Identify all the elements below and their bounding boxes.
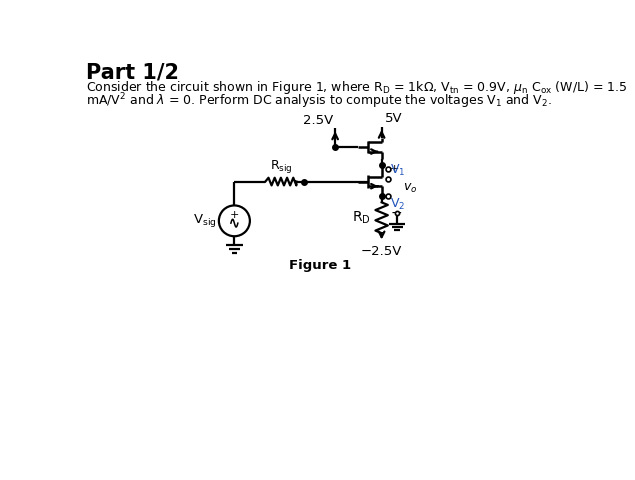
Text: +: +: [230, 210, 239, 220]
Text: V$_{\rm sig}$: V$_{\rm sig}$: [193, 212, 217, 229]
Text: +: +: [390, 164, 399, 174]
Text: $v_o$: $v_o$: [403, 181, 418, 195]
Text: −2.5V: −2.5V: [361, 245, 403, 258]
Text: 2.5V: 2.5V: [304, 114, 333, 127]
Text: 5V: 5V: [385, 112, 403, 125]
Text: Consider the circuit shown in Figure 1, where R$_{\rm D}$ = 1k$\Omega$, V$_{\rm : Consider the circuit shown in Figure 1, …: [86, 79, 627, 96]
Text: R$_{\rm sig}$: R$_{\rm sig}$: [270, 158, 292, 175]
Text: V$_1$: V$_1$: [390, 163, 406, 179]
Text: Part 1/2: Part 1/2: [86, 62, 178, 82]
Text: mA/V$^2$ and $\lambda$ = 0. Perform DC analysis to compute the voltages V$_1$ an: mA/V$^2$ and $\lambda$ = 0. Perform DC a…: [86, 92, 551, 111]
Text: Figure 1: Figure 1: [288, 259, 351, 272]
Text: −: −: [390, 205, 402, 219]
Text: R$_{\rm D}$: R$_{\rm D}$: [352, 210, 371, 226]
Text: V$_2$: V$_2$: [390, 197, 405, 212]
